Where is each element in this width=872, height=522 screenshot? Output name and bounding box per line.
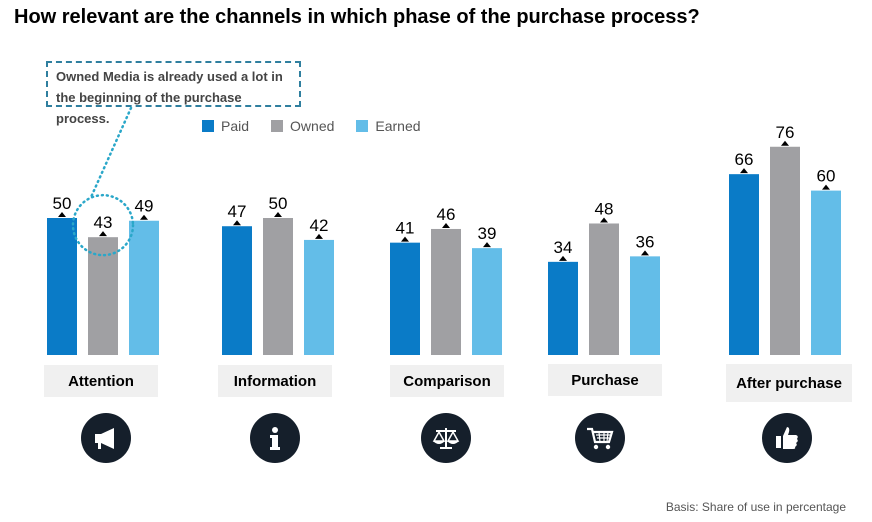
value-marker-paid-comparison bbox=[401, 236, 409, 242]
bar-earned-comparison bbox=[472, 248, 502, 355]
category-label-after-purchase: After purchase bbox=[726, 364, 852, 402]
info-icon bbox=[250, 413, 300, 463]
bar-earned-purchase bbox=[630, 256, 660, 355]
chart-title: How relevant are the channels in which p… bbox=[14, 6, 700, 28]
legend-item-paid: Paid bbox=[202, 118, 249, 134]
legend-label-owned: Owned bbox=[290, 118, 335, 134]
legend-swatch-earned bbox=[356, 120, 369, 132]
data-label-earned-purchase: 36 bbox=[636, 232, 655, 251]
data-label-owned-purchase: 48 bbox=[595, 199, 614, 218]
legend: Paid Owned Earned bbox=[202, 118, 421, 134]
data-label-earned-comparison: 39 bbox=[478, 224, 497, 243]
value-marker-owned-purchase bbox=[600, 217, 608, 223]
category-label-purchase: Purchase bbox=[548, 364, 662, 396]
shopping-cart-icon bbox=[575, 413, 625, 463]
value-marker-earned-information bbox=[315, 233, 323, 239]
value-marker-owned-information bbox=[274, 212, 282, 217]
value-marker-paid-after-purchase bbox=[740, 168, 748, 174]
bar-paid-attention bbox=[47, 218, 77, 355]
value-marker-paid-information bbox=[233, 220, 241, 226]
data-label-owned-information: 50 bbox=[269, 194, 288, 213]
megaphone-icon bbox=[81, 413, 131, 463]
footnote: Basis: Share of use in percentage bbox=[665, 500, 846, 514]
value-marker-earned-attention bbox=[140, 214, 148, 220]
category-label-information: Information bbox=[218, 365, 332, 397]
legend-item-earned: Earned bbox=[356, 118, 421, 134]
scales-icon bbox=[421, 413, 471, 463]
category-label-comparison: Comparison bbox=[390, 365, 504, 397]
legend-swatch-paid bbox=[202, 120, 214, 132]
data-label-earned-information: 42 bbox=[310, 216, 329, 235]
value-marker-paid-purchase bbox=[559, 255, 567, 261]
value-marker-owned-after-purchase bbox=[781, 140, 789, 146]
bar-owned-attention bbox=[88, 237, 118, 355]
legend-item-owned: Owned bbox=[271, 118, 334, 134]
legend-label-paid: Paid bbox=[221, 118, 250, 134]
bar-owned-comparison bbox=[431, 228, 461, 355]
bar-owned-after-purchase bbox=[770, 146, 800, 355]
bar-earned-after-purchase bbox=[811, 190, 841, 355]
data-label-paid-purchase: 34 bbox=[554, 238, 573, 257]
legend-swatch-owned bbox=[271, 120, 284, 132]
bar-earned-information bbox=[304, 239, 334, 355]
thumbs-up-icon bbox=[762, 413, 812, 463]
bar-owned-purchase bbox=[589, 223, 619, 355]
value-marker-earned-after-purchase bbox=[822, 184, 830, 190]
data-label-paid-after-purchase: 66 bbox=[735, 150, 754, 169]
value-marker-paid-attention bbox=[58, 212, 66, 217]
bar-earned-attention bbox=[129, 220, 159, 355]
data-label-owned-attention: 43 bbox=[94, 213, 113, 232]
data-label-earned-after-purchase: 60 bbox=[817, 167, 836, 186]
data-label-paid-comparison: 41 bbox=[396, 219, 415, 238]
callout-connector bbox=[89, 106, 133, 199]
data-label-owned-comparison: 46 bbox=[437, 205, 456, 224]
legend-label-earned: Earned bbox=[375, 118, 421, 134]
value-marker-owned-comparison bbox=[442, 222, 450, 228]
data-label-paid-attention: 50 bbox=[53, 194, 72, 213]
bar-paid-information bbox=[222, 226, 252, 355]
data-label-paid-information: 47 bbox=[228, 202, 247, 221]
value-marker-owned-attention bbox=[99, 231, 107, 237]
highlight-circle bbox=[71, 193, 135, 257]
bar-paid-comparison bbox=[390, 242, 420, 355]
annotation-callout: Owned Media is already used a lot in the… bbox=[46, 61, 301, 126]
bar-paid-after-purchase bbox=[729, 174, 759, 355]
category-label-attention: Attention bbox=[44, 365, 158, 397]
data-label-owned-after-purchase: 76 bbox=[776, 123, 795, 142]
value-marker-earned-comparison bbox=[483, 242, 491, 248]
value-marker-earned-purchase bbox=[641, 250, 649, 256]
bar-paid-purchase bbox=[548, 261, 578, 355]
data-label-earned-attention: 49 bbox=[135, 197, 154, 216]
bar-owned-information bbox=[263, 218, 293, 355]
